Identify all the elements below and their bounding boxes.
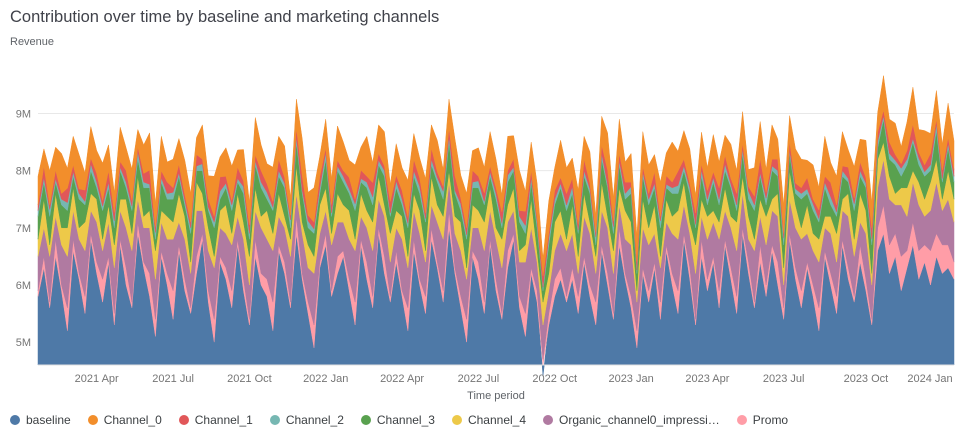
x-tick-label: 2024 Jan xyxy=(907,373,952,385)
stacked-area-chart[interactable]: 5M 6M 7M 8M 9M 2021 Apr 2021 Jul 2021 Oct 2022 J… xyxy=(0,56,962,388)
y-tick-label: 8M xyxy=(16,166,31,178)
legend-item-Channel_4[interactable]: Channel_4 xyxy=(451,413,527,427)
y-tick-label: 9M xyxy=(16,109,31,121)
x-tick-label: 2023 Jan xyxy=(608,373,653,385)
legend-swatch-icon xyxy=(10,415,20,425)
x-tick-label: 2022 Apr xyxy=(380,373,424,385)
legend-label: Channel_2 xyxy=(285,413,344,427)
x-tick-label: 2022 Jan xyxy=(303,373,348,385)
legend-swatch-icon xyxy=(451,415,462,425)
chart-legend: baseline Channel_0 Channel_1 Channel_2 Chann… xyxy=(10,413,788,427)
legend-label: Channel_4 xyxy=(467,413,527,427)
y-tick-label: 6M xyxy=(16,280,31,292)
x-axis-title: Time period xyxy=(467,390,525,402)
legend-swatch-icon xyxy=(87,415,98,425)
y-tick-label: 5M xyxy=(16,337,31,349)
legend-label: Promo xyxy=(752,413,789,427)
legend-item-Channel_1[interactable]: Channel_1 xyxy=(178,413,253,427)
x-tick-label: 2021 Oct xyxy=(227,373,272,385)
x-tick-label: 2023 Jul xyxy=(763,373,805,385)
chart-title: Contribution over time by baseline and m… xyxy=(10,8,440,26)
legend-item-Channel_3[interactable]: Channel_3 xyxy=(360,413,435,427)
legend-label: Channel_1 xyxy=(194,413,253,427)
legend-swatch-icon xyxy=(360,415,371,425)
legend-item-Organic_channel0_impressi[interactable]: Organic_channel0_impressi… xyxy=(543,413,720,427)
legend-swatch-icon xyxy=(543,415,554,425)
x-tick-label: 2023 Apr xyxy=(685,373,729,385)
legend-item-Channel_0[interactable]: Channel_0 xyxy=(87,413,162,427)
y-tick-label: 7M xyxy=(16,223,31,235)
y-axis-title: Revenue xyxy=(10,36,55,48)
legend-label: baseline xyxy=(26,413,71,427)
x-tick-label: 2021 Apr xyxy=(75,373,119,385)
x-tick-label: 2021 Jul xyxy=(152,373,194,385)
legend-swatch-icon xyxy=(736,415,747,425)
legend-label: Channel_3 xyxy=(376,413,435,427)
legend-swatch-icon xyxy=(178,415,189,425)
legend-item-Promo[interactable]: Promo xyxy=(736,413,789,427)
legend-item-Channel_2[interactable]: Channel_2 xyxy=(269,413,344,427)
x-tick-label: 2022 Oct xyxy=(532,373,577,385)
legend-label: Organic_channel0_impressi… xyxy=(559,413,720,427)
x-tick-label: 2022 Jul xyxy=(458,373,500,385)
area-Channel_0 xyxy=(37,75,955,276)
legend-label: Channel_0 xyxy=(103,413,162,427)
x-tick-label: 2023 Oct xyxy=(844,373,889,385)
legend-swatch-icon xyxy=(269,415,280,425)
legend-item-baseline[interactable]: baseline xyxy=(10,413,71,427)
